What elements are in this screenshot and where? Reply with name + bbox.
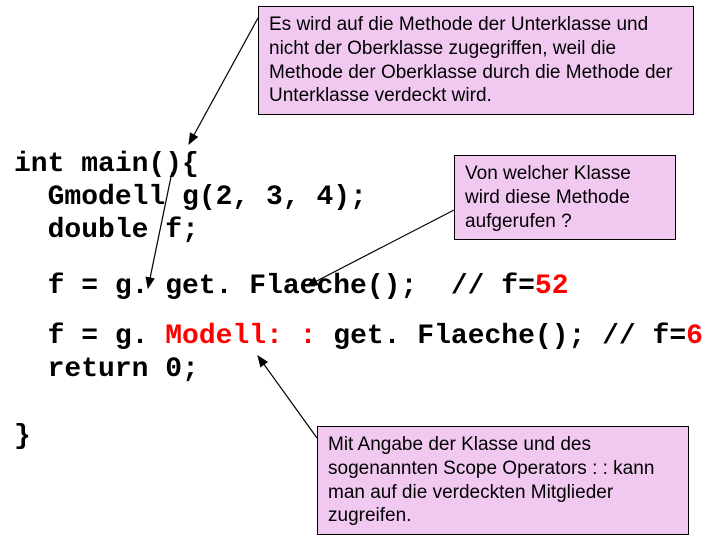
code-highlight-6: 6: [686, 321, 703, 352]
code-highlight-scope: Modell: :: [165, 321, 333, 352]
code-text: f = g. get. Flaeche(); // f=: [14, 271, 535, 302]
code-block-closing-brace: }: [14, 420, 31, 453]
callout-top-text: Es wird auf die Methode der Unterklasse …: [269, 14, 672, 106]
code-line: }: [14, 421, 31, 452]
code-line: int main(){: [14, 149, 199, 180]
code-block-main-decl: int main(){ Gmodell g(2, 3, 4); double f…: [14, 148, 367, 247]
code-block-assign-1: f = g. get. Flaeche(); // f=52: [14, 270, 569, 303]
code-block-assign-2-return: f = g. Modell: : get. Flaeche(); // f=6 …: [14, 320, 703, 386]
callout-bottom: Mit Angabe der Klasse und des sogenannte…: [317, 426, 689, 535]
code-text: f = g.: [14, 321, 165, 352]
top-box-to-code-short: [189, 18, 258, 144]
code-highlight-52: 52: [535, 271, 569, 302]
callout-top: Es wird auf die Methode der Unterklasse …: [258, 6, 694, 115]
callout-right: Von welcher Klasse wird diese Methode au…: [454, 155, 676, 240]
code-line: Gmodell g(2, 3, 4);: [14, 182, 367, 213]
code-text: get. Flaeche(); // f=: [333, 321, 686, 352]
code-line: return 0;: [14, 354, 199, 385]
callout-bottom-text: Mit Angabe der Klasse und des sogenannte…: [328, 434, 654, 526]
code-line: double f;: [14, 215, 199, 246]
callout-right-text: Von welcher Klasse wird diese Methode au…: [465, 163, 631, 232]
